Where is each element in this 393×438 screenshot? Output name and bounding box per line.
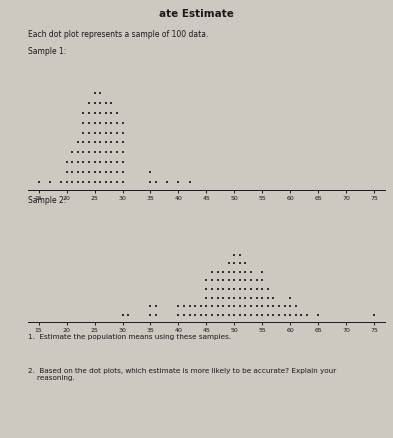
Text: ate Estimate: ate Estimate	[159, 10, 234, 19]
Text: 1.  Estimate the population means using these samples.: 1. Estimate the population means using t…	[28, 333, 231, 339]
Text: Sample 2:: Sample 2:	[28, 196, 66, 205]
Text: 2.  Based on the dot plots, which estimate is more likely to be accurate? Explai: 2. Based on the dot plots, which estimat…	[28, 367, 336, 380]
Text: Sample 1:: Sample 1:	[28, 47, 66, 56]
Text: Each dot plot represents a sample of 100 data.: Each dot plot represents a sample of 100…	[28, 29, 208, 39]
